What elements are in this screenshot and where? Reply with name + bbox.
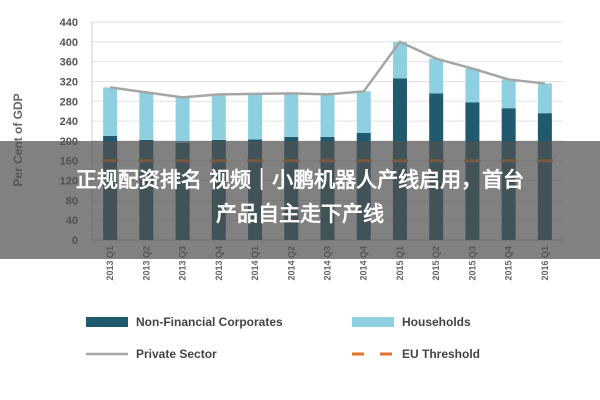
x-tick-label: 2014 Q1 [250, 246, 260, 281]
bar-households [211, 94, 226, 140]
bar-households [501, 79, 516, 109]
x-tick-label: 2014 Q2 [286, 246, 296, 281]
x-tick-label: 2014 Q4 [359, 246, 369, 281]
y-tick-label: 440 [60, 17, 78, 29]
y-tick-label: 320 [60, 76, 78, 88]
bar-households [465, 68, 480, 103]
legend-label: Households [402, 315, 471, 329]
headline-overlay: 正规配资排名 视频｜小鹏机器人产线启用，首台 产品自主走下产线 [0, 141, 600, 259]
legend: Non-Financial Corporates Households Privat… [86, 315, 480, 361]
y-tick-label: 240 [60, 116, 78, 128]
bar-households [175, 97, 190, 143]
bar-households [429, 58, 444, 94]
bar-households [139, 92, 154, 140]
legend-label: Private Sector [136, 347, 217, 361]
bar-households [356, 91, 371, 133]
headline-line-2: 产品自主走下产线 [216, 202, 384, 226]
y-tick-label: 280 [60, 96, 78, 108]
bar-households [248, 93, 263, 140]
headline-line-1: 正规配资排名 视频｜小鹏机器人产线启用，首台 [75, 168, 525, 192]
x-tick-label: 2013 Q2 [141, 246, 151, 281]
x-tick-label: 2016 Q1 [540, 246, 550, 281]
bar-households [103, 87, 118, 136]
legend-label: Non-Financial Corporates [136, 315, 283, 329]
y-tick-label: 360 [60, 57, 78, 69]
y-tick-label: 400 [60, 37, 78, 49]
x-tick-label: 2013 Q3 [178, 246, 188, 281]
x-tick-label: 2015 Q4 [504, 246, 514, 281]
x-axis-categories: 2013 Q1 2013 Q2 2013 Q3 2013 Q4 2014 Q1 2014 … [105, 246, 550, 281]
bar-households [392, 41, 407, 79]
bar-households [537, 83, 552, 114]
x-tick-label: 2013 Q4 [214, 246, 224, 281]
headline-text: 正规配资排名 视频｜小鹏机器人产线启用，首台 产品自主走下产线 [0, 163, 600, 231]
line-private-sector [109, 40, 546, 99]
bar-households [320, 94, 335, 137]
bar-households [284, 93, 299, 137]
x-tick-label: 2015 Q1 [395, 246, 405, 281]
x-tick-label: 2015 Q2 [431, 246, 441, 281]
legend-label: EU Threshold [402, 347, 480, 361]
legend-swatch [352, 317, 394, 327]
x-tick-label: 2013 Q1 [105, 246, 115, 281]
x-tick-label: 2015 Q3 [467, 246, 477, 281]
legend-swatch [86, 317, 128, 327]
x-tick-label: 2014 Q3 [323, 246, 333, 281]
